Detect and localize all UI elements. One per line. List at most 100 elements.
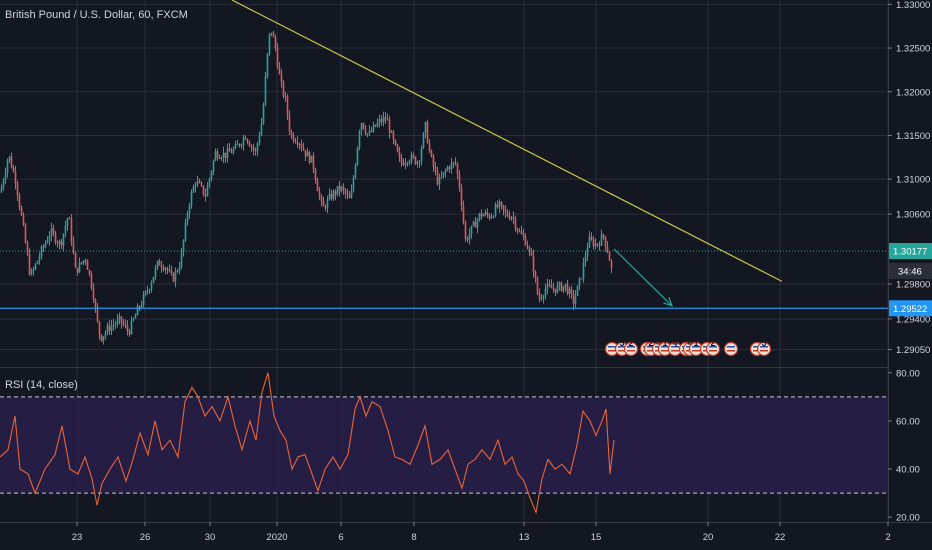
candle-body-up [372,124,375,132]
candle-body-down [316,180,319,192]
candle-body-down [300,144,303,148]
candle-body-down [88,270,91,275]
candle-body-up [114,324,117,326]
candle-body-down [506,212,509,217]
candle-body-up [544,288,547,297]
candle-body-down [514,218,517,229]
candle-body-down [278,66,281,75]
candle-body-up [136,306,139,316]
event-badge[interactable]: 2 [705,338,721,357]
candle-body-up [438,177,441,185]
descending-trendline[interactable] [231,0,783,282]
candle-body-up [102,336,105,341]
candle-body-down [42,246,45,248]
event-count[interactable]: 2 [648,338,653,348]
candle-body-up [422,133,425,149]
candle-body-down [532,255,535,273]
rsi-tick-label: 60.00 [896,416,920,427]
candle-body-down [598,244,601,246]
flag-stripe [692,346,700,348]
candle-body-down [610,260,613,269]
candle-body-up [32,268,35,271]
event-count[interactable]: 5 [619,338,624,348]
candle-body-down [52,228,55,234]
rsi-tick-label: 40.00 [896,465,920,476]
candle-body-down [342,186,345,190]
projection-arrow-head[interactable] [663,297,673,307]
candle-body-down [320,195,323,202]
candle-body-up [144,291,147,295]
candle-body-down [430,150,433,157]
event-count[interactable]: 2 [710,338,715,348]
candle-body-up [8,156,11,161]
candle-body-up [424,122,427,134]
candle-body-up [446,167,449,171]
event-count[interactable]: 4 [672,338,677,348]
event-count[interactable]: 1 [662,338,667,348]
rsi-line [0,372,615,515]
candle-body-up [518,231,521,233]
candle-body-up [356,147,359,166]
event-count[interactable]: 5 [761,338,766,348]
time-tick-label: 13 [519,532,530,543]
candle-body-down [120,316,123,323]
candle-body-down [204,194,207,197]
candle-body-up [498,201,501,207]
candle-body-down [138,306,141,308]
candle-body-down [516,228,519,232]
candle-body-up [148,289,151,292]
drawings-layer[interactable] [0,0,888,309]
candle-body-down [282,82,285,97]
event-count[interactable]: 4 [656,338,661,348]
candle-body-down [288,115,291,132]
event-count[interactable]: 2 [628,338,633,348]
event-badge[interactable]: 1 [657,338,673,357]
candle-body-up [416,162,419,164]
support-price-value: 1.29522 [893,304,927,315]
candle-body-up [270,32,273,34]
candle-body-down [100,334,103,341]
candle-body-down [94,300,97,308]
event-count[interactable]: 1 [693,338,698,348]
candle-body-down [296,142,299,145]
candle-body-down [570,288,573,294]
price-tick-label: 1.30600 [896,210,930,221]
candle-body-up [4,172,7,181]
candle-body-up [130,320,133,334]
candle-body-down [324,206,327,209]
candle-body-down [246,139,249,143]
candle-body-up [494,204,497,217]
candle-body-down [228,148,231,152]
event-badge[interactable]: 1 [688,338,704,357]
candle-body-up [50,228,53,236]
event-badge[interactable]: 2 [623,338,639,357]
candle-body-down [426,122,429,144]
projection-arrow[interactable] [613,248,673,307]
event-count[interactable]: 4 [687,338,692,348]
candle-body-down [454,162,457,164]
candle-body-down [76,267,79,273]
candle-body-down [526,244,529,249]
candle-body-down [502,205,505,210]
candle-body-down [460,188,463,206]
candle-body-down [252,146,255,150]
candle-body-down [244,137,247,140]
candle-body-down [92,287,95,301]
candle-body-up [188,205,191,215]
event-badge[interactable]: 5 [756,338,772,357]
candle-body-up [354,165,357,178]
candle-body-down [508,216,511,219]
flag-stripe [661,350,669,352]
event-badge[interactable] [723,341,739,357]
candle-body-up [104,332,107,337]
candle-body-down [292,135,295,142]
event-badge[interactable]: 4 [667,338,683,357]
candle-body-up [174,270,177,282]
price-tick-label: 1.29800 [896,279,930,290]
candle-body-down [126,325,129,332]
candle-body-down [412,154,415,157]
rsi-pane [0,372,888,515]
rsi-band-fill [0,396,888,494]
